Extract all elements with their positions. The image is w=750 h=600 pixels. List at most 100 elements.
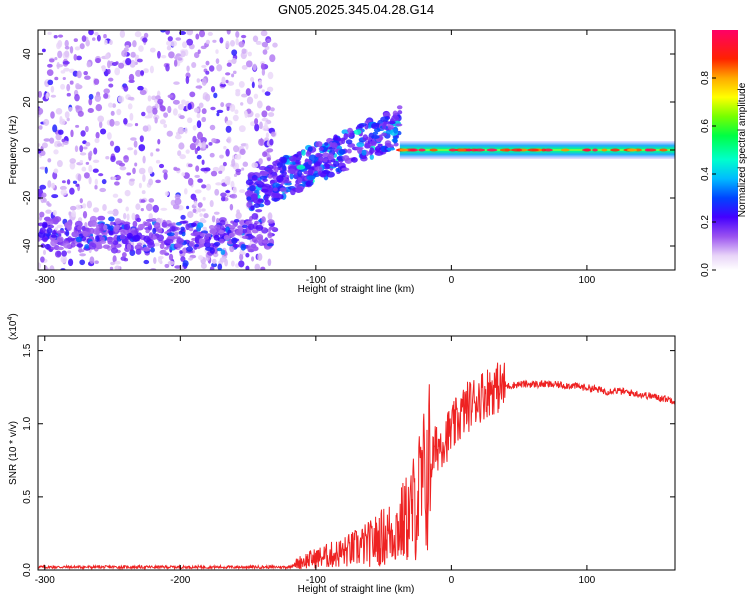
spectrogram-cell — [315, 141, 323, 148]
spectrogram-cell — [69, 80, 74, 85]
spectrogram-cell — [160, 249, 167, 254]
spectrogram-cell — [216, 112, 220, 117]
colorbar: 0.0 0.2 0.4 0.6 0.8 Normalized spectral ampl… — [700, 30, 748, 277]
spectrogram-cell — [254, 113, 260, 118]
spectrogram-cell — [93, 147, 98, 155]
spectrogram-cell — [229, 40, 236, 47]
spectrogram-cell — [102, 244, 110, 249]
spectrogram-cell — [212, 258, 217, 265]
spectrogram-cell — [155, 148, 160, 152]
spectrogram-cell — [109, 118, 115, 127]
spectrogram-cell — [95, 57, 101, 64]
spectrogram-cell — [108, 216, 115, 222]
spectrogram-cell — [232, 114, 239, 122]
spectrogram-cell — [307, 160, 313, 166]
spectrogram-cell — [99, 187, 107, 193]
spectrogram-cell — [185, 246, 194, 252]
spectrogram-cell — [61, 138, 65, 143]
spectrogram-cell — [92, 228, 101, 235]
spectrogram-cell — [88, 98, 93, 106]
spectrogram-cell — [250, 76, 255, 83]
spectrogram-cell — [84, 75, 91, 80]
spectrogram-cell — [307, 168, 314, 176]
spectrogram-cell — [255, 224, 264, 231]
spectrogram-cell — [238, 80, 245, 88]
snr-plot-area — [38, 336, 675, 570]
spectrogram-cell — [273, 197, 278, 202]
spectrogram-cell — [252, 63, 257, 71]
spectrogram-cell — [50, 94, 57, 98]
spectrogram-cell — [142, 246, 151, 252]
spectrogram-cell — [235, 38, 239, 46]
spectrogram-cell — [126, 232, 133, 239]
spectrogram-cell — [267, 258, 272, 267]
spectrogram-cell — [47, 79, 54, 86]
spectrogram-cell — [79, 160, 84, 164]
spectrogram-cell — [168, 51, 175, 59]
snr-frame — [37, 335, 676, 571]
spectrogram-cell — [177, 103, 185, 111]
spectrogram-cell — [110, 110, 115, 116]
spectrogram-cell — [200, 262, 207, 269]
spectrogram-cell — [107, 210, 115, 215]
spectrogram-cell — [69, 162, 76, 170]
spectrogram-cell — [202, 196, 206, 201]
spectrogram-cell — [238, 260, 245, 268]
spectrogram-cell — [204, 241, 211, 248]
spectrogram-cell — [155, 179, 161, 184]
spectrogram-cell — [235, 212, 242, 220]
spectrogram-cell — [74, 46, 81, 51]
spectrogram-cell — [41, 142, 48, 149]
spectrogram-cell — [141, 190, 146, 195]
spectrogram-cell — [213, 234, 220, 241]
spectrogram-cell — [158, 255, 164, 260]
spectrogram-cell — [201, 64, 207, 68]
spectrogram-cell — [249, 185, 256, 192]
spectrogram-cell — [112, 255, 117, 263]
spectrogram-cell — [69, 187, 75, 195]
spectrogram-cell — [644, 148, 651, 152]
spectrogram-cell — [218, 229, 225, 235]
spectrogram-cell — [113, 225, 120, 233]
spectrogram-cell — [110, 247, 119, 254]
spectrogram-cell — [38, 262, 42, 270]
spectrogram-cell — [87, 108, 94, 113]
spectrogram-cell — [61, 180, 66, 184]
spectrogram-cell — [114, 120, 120, 126]
spectrogram-cell — [276, 162, 284, 168]
spectrogram-cell — [143, 221, 152, 227]
spectrogram-cell — [225, 120, 233, 126]
spectrogram-x-tick-label: -100 — [306, 275, 326, 286]
spectrogram-cell — [89, 150, 93, 157]
spectrogram-cell — [257, 199, 264, 203]
spectrogram-cell — [157, 50, 161, 59]
spectrogram-cell — [219, 225, 225, 230]
spectrogram-cell — [305, 150, 311, 157]
spectrogram-cell — [196, 78, 201, 83]
spectrogram-cell — [199, 213, 203, 217]
spectrogram-cell — [69, 45, 74, 54]
spectrogram-cell — [198, 238, 205, 245]
spectrogram-cell — [107, 68, 111, 75]
spectrogram-cell — [70, 205, 77, 211]
spectrogram-cell — [256, 100, 263, 109]
spectrogram-cell — [163, 112, 169, 118]
spectrogram-cell — [47, 221, 54, 226]
spectrogram-cell — [134, 162, 138, 167]
spectrogram-cell — [112, 240, 119, 246]
spectrogram-cell — [128, 73, 135, 82]
spectrogram-cell — [131, 212, 136, 221]
spectrogram-cell — [142, 125, 149, 132]
spectrogram-cell — [219, 238, 225, 244]
spectrogram-cell — [239, 189, 246, 193]
spectrogram-cell — [53, 168, 59, 174]
spectrogram-cell — [225, 190, 231, 194]
spectrogram-cell — [134, 123, 139, 127]
spectrogram-cell — [251, 81, 255, 89]
spectrogram-cell — [194, 107, 200, 113]
spectrogram-cell — [52, 209, 57, 216]
spectrogram-cell — [109, 39, 113, 46]
spectrogram-cell — [40, 237, 49, 241]
spectrogram-cell — [41, 48, 46, 53]
spectrogram-cell — [227, 81, 235, 86]
